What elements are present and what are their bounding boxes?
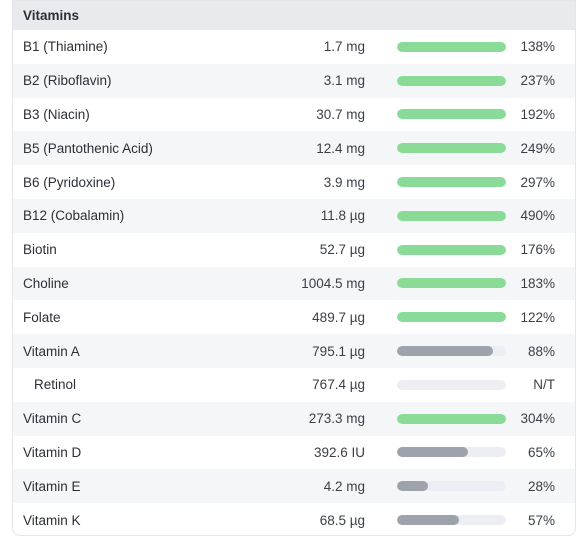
progress-fill [397,210,506,221]
nutrient-percent: 297% [520,174,555,190]
nutrient-percent: 192% [520,106,555,122]
progress-bar [397,143,506,154]
nutrient-percent: 176% [520,242,555,258]
progress-bar [397,379,506,390]
nutrient-percent: 122% [520,309,555,325]
nutrient-name: B3 (Niacin) [23,106,90,122]
nutrient-row: Choline 1004.5 mg 183% [13,266,575,301]
progress-bar [397,75,506,86]
nutrient-percent: 65% [527,444,555,460]
nutrient-row: Biotin 52.7 µg 176% [13,233,575,267]
nutrient-name: Biotin [23,242,57,258]
progress-bar [397,109,506,120]
nutrient-percent: 237% [520,73,555,89]
nutrient-name: Folate [23,309,61,325]
nutrient-percent: 304% [520,411,555,427]
nutrient-percent: 183% [520,275,555,291]
nutrient-amount: 12.4 mg [316,140,365,156]
nutrient-name: Vitamin A [23,343,80,359]
progress-fill [397,447,468,458]
nutrient-name: B5 (Pantothenic Acid) [23,140,153,156]
nutrient-row: Folate 489.7 µg 122% [13,300,575,334]
nutrient-name: Vitamin D [23,444,82,460]
nutrient-row: B1 (Thiamine) 1.7 mg 138% [13,30,575,64]
nutrient-percent: 249% [520,140,555,156]
nutrient-percent: 28% [527,478,555,494]
nutrient-percent: 490% [520,208,555,224]
progress-bar [397,278,506,289]
nutrient-percent: 57% [527,512,555,528]
nutrient-row: B12 (Cobalamin) 11.8 µg 490% [13,198,575,233]
nutrient-row: Vitamin C 273.3 mg 304% [13,401,575,436]
vitamins-list: B1 (Thiamine) 1.7 mg 138% B2 (Riboflavin) 3.… [13,30,575,535]
nutrient-row: B3 (Niacin) 30.7 mg 192% [13,98,575,132]
progress-fill [397,41,506,52]
nutrient-amount: 767.4 µg [312,377,365,393]
nutrient-row: Vitamin D 392.6 IU 65% [13,436,575,470]
nutrient-row: Vitamin A 795.1 µg 88% [13,334,575,368]
nutrient-name: Retinol [34,377,77,393]
nutrient-name: B12 (Cobalamin) [23,208,125,224]
progress-bar [397,481,506,492]
nutrient-amount: 1.7 mg [323,39,365,55]
nutrient-amount: 4.2 mg [323,478,365,494]
nutrient-row: B2 (Riboflavin) 3.1 mg 237% [13,63,575,98]
nutrient-name: Choline [23,275,69,291]
progress-fill [397,143,506,154]
nutrient-row: Retinol 767.4 µg N/T [13,368,575,402]
nutrient-amount: 52.7 µg [319,242,365,258]
progress-fill [397,75,506,86]
progress-bar [397,413,506,424]
progress-fill [397,346,493,357]
progress-bar [397,312,506,323]
nutrient-name: Vitamin K [23,512,81,528]
nutrient-percent: 88% [527,343,555,359]
nutrient-amount: 273.3 mg [308,411,365,427]
nutrient-amount: 3.1 mg [323,73,365,89]
progress-fill [397,244,506,255]
nutrient-row: B5 (Pantothenic Acid) 12.4 mg 249% [13,131,575,166]
nutrient-name: Vitamin E [23,478,81,494]
progress-fill [397,278,506,289]
nutrient-amount: 11.8 µg [320,208,365,224]
nutrient-amount: 795.1 µg [312,343,365,359]
nutrient-row: B6 (Pyridoxine) 3.9 mg 297% [13,165,575,199]
progress-fill [397,177,506,188]
progress-bar [397,244,506,255]
vitamins-section-header: Vitamins [13,1,575,30]
progress-fill [397,109,506,120]
nutrient-name: B6 (Pyridoxine) [23,174,116,190]
nutrient-amount: 1004.5 mg [301,275,365,291]
nutrient-name: B2 (Riboflavin) [23,73,112,89]
nutrient-name: Vitamin C [23,411,82,427]
progress-fill [397,481,428,492]
progress-bar [397,210,506,221]
progress-fill [397,515,460,526]
vitamins-panel: Vitamins B1 (Thiamine) 1.7 mg 138% B2 (Ribo… [12,0,576,536]
progress-bar [397,346,506,357]
progress-fill [397,312,506,323]
nutrient-amount: 30.7 mg [316,106,365,122]
nutrient-row: Vitamin E 4.2 mg 28% [13,469,575,504]
nutrient-amount: 68.5 µg [319,512,365,528]
nutrient-amount: 3.9 mg [323,174,365,190]
nutrient-row: Vitamin K 68.5 µg 57% [13,503,575,535]
progress-bar [397,515,506,526]
progress-bar [397,177,506,188]
nutrient-amount: 392.6 IU [313,444,365,460]
progress-fill [397,413,506,424]
nutrient-percent: N/T [533,377,555,393]
section-title: Vitamins [23,8,80,23]
progress-bar [397,447,506,458]
progress-bar [397,41,506,52]
nutrient-amount: 489.7 µg [312,309,365,325]
nutrient-name: B1 (Thiamine) [23,39,108,55]
nutrient-percent: 138% [520,39,555,55]
